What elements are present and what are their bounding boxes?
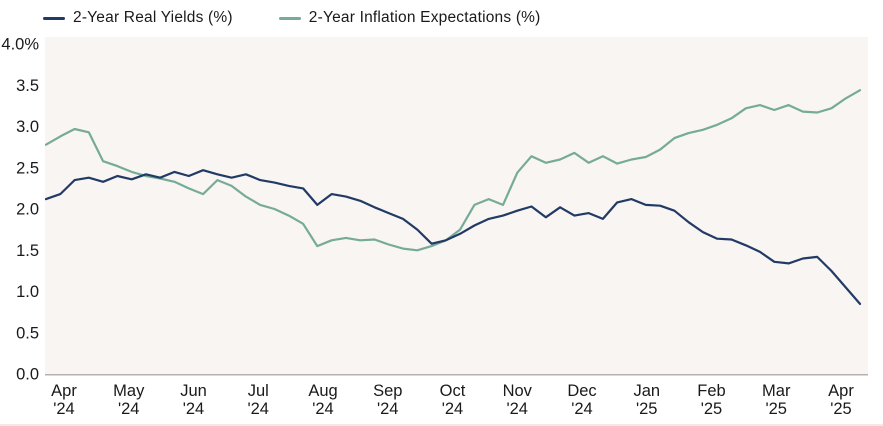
x-axis-tick-label: Jan '25 [633,382,660,418]
legend-label-real-yields: 2-Year Real Yields (%) [73,9,233,26]
x-axis-tick-label: Dec '24 [567,382,596,418]
x-axis-tick-label: Mar '25 [762,382,791,418]
legend-label-inflation-expectations: 2-Year Inflation Expectations (%) [308,9,541,26]
y-axis-tick-label: 1.0 [16,283,39,301]
x-axis-tick-label: Apr '24 [51,382,77,418]
legend-line-swatch-inflation-expectations [278,16,301,20]
legend-line-swatch-real-yields [43,16,65,20]
x-axis-tick-label: Aug '24 [308,382,337,418]
x-axis-tick-label: Apr '25 [828,382,854,418]
real-yields-line [44,169,862,305]
x-axis-tick-label: Jul '24 [247,382,269,418]
y-axis-tick-label: 3.5 [16,77,39,95]
x-axis-tick-label: Feb '25 [697,382,725,418]
y-axis-tick-label: 3.0 [16,118,39,136]
x-axis-tick-label: Nov '24 [503,382,533,418]
y-axis-tick-label: 0.0 [16,366,39,384]
chart-legend: 2-Year Real Yields (%) 2-Year Inflation … [43,8,541,28]
bottom-divider [0,424,883,426]
y-axis-tick-label: 2.5 [16,159,39,177]
y-axis-tick-label: 2.0 [16,201,39,219]
legend-item-inflation-expectations: 2-Year Inflation Expectations (%) [278,9,541,27]
y-axis-tick-label: 4.0% [1,36,39,54]
x-axis-tick-label: Jun '24 [180,382,207,418]
y-axis-tick-label: 1.5 [16,242,39,260]
legend-item-real-yields: 2-Year Real Yields (%) [43,9,233,27]
x-axis-tick-label: Oct '24 [440,382,466,418]
y-axis-tick-label: 0.5 [16,324,39,342]
x-axis-tick-label: May '24 [113,382,145,418]
x-axis-tick-label: Sep '24 [373,382,402,418]
inflation-expectations-line [44,89,862,252]
plot-background [45,37,868,375]
